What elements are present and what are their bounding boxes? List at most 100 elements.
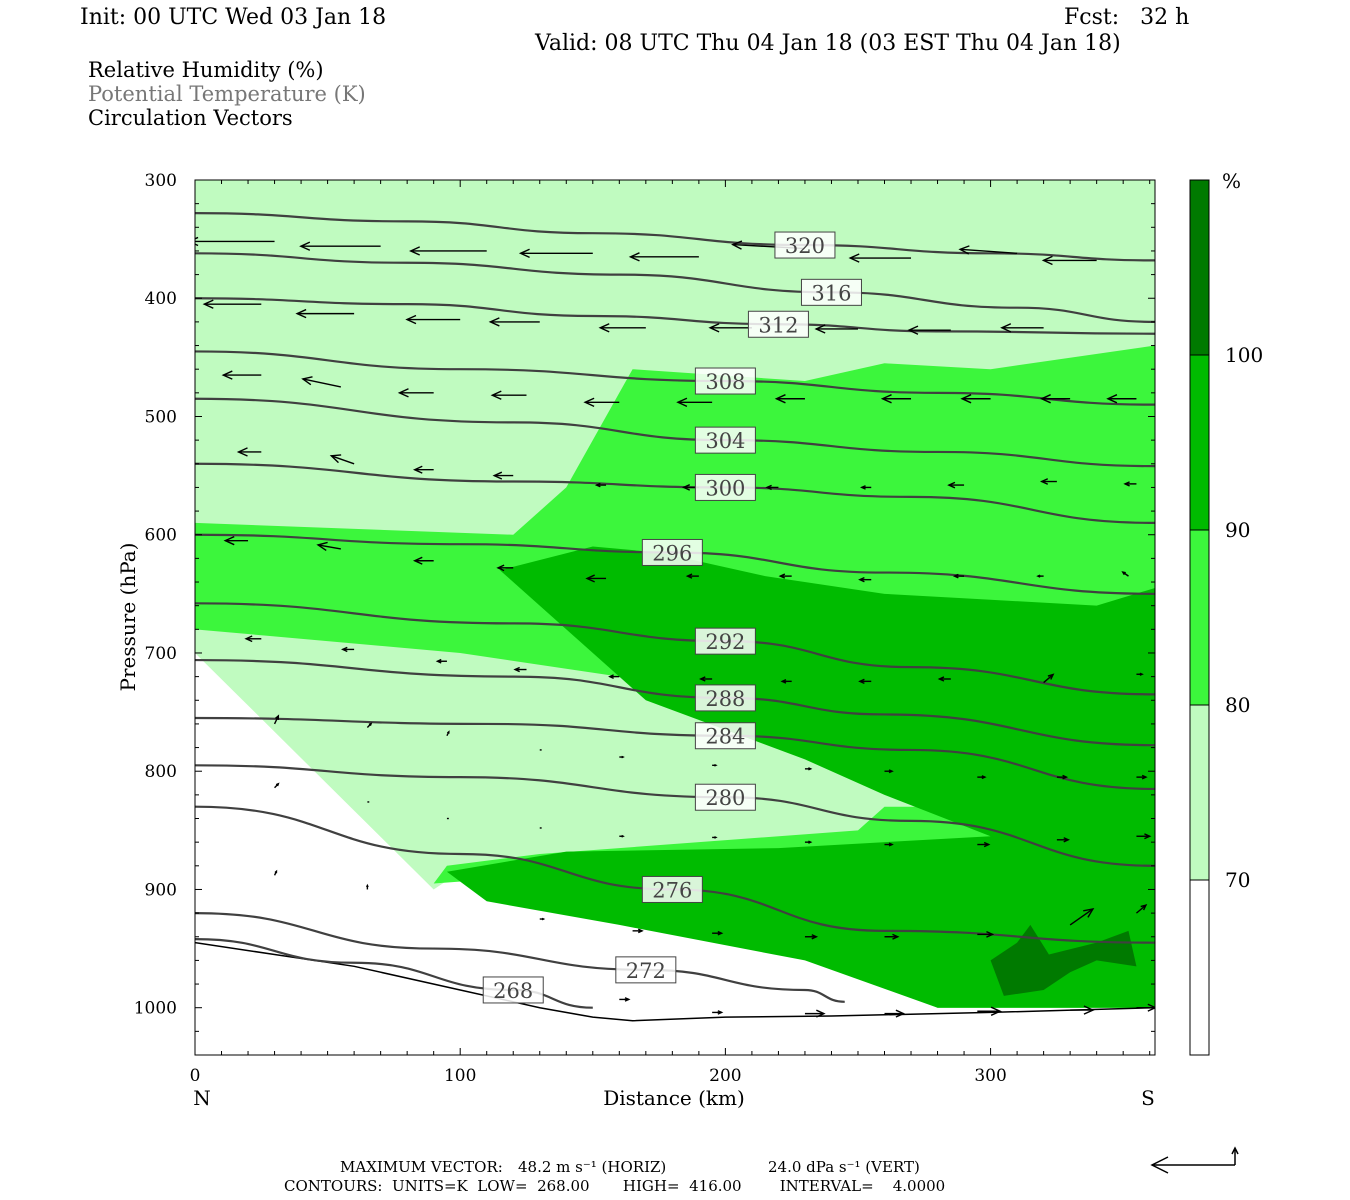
forecast-hour: Fcst: 32 h <box>1064 5 1190 30</box>
vector-81 <box>977 841 991 848</box>
vector-head <box>947 481 956 489</box>
vector-87 <box>632 928 644 934</box>
vector-head <box>1047 673 1055 680</box>
vector-head <box>624 997 631 1002</box>
vector-head <box>541 917 546 921</box>
vector-70 <box>977 775 987 780</box>
vector-83 <box>1136 833 1152 840</box>
vector-head <box>299 241 311 251</box>
vector-head <box>981 775 987 780</box>
vector-head <box>778 573 786 579</box>
theta-label-text: 312 <box>758 313 798 337</box>
theta-label-300: 300 <box>694 473 756 501</box>
theta-label-text: 304 <box>705 429 745 453</box>
theta-label-text: 276 <box>652 878 692 902</box>
vector-shaft <box>1135 904 1147 914</box>
vector-head <box>1140 904 1148 911</box>
vector-30 <box>329 454 355 465</box>
rh-region-90 <box>446 546 1155 1008</box>
vector-7 <box>958 245 1018 255</box>
vector-head <box>435 658 442 664</box>
vector-head <box>888 842 894 847</box>
theta-label-288: 288 <box>694 684 756 712</box>
max-vector-horiz: 48.2 m s⁻¹ (HORIZ) <box>518 1158 667 1176</box>
theta-label-text: 300 <box>705 476 745 500</box>
vector-10 <box>295 308 355 319</box>
vector-46 <box>778 573 792 579</box>
vector-68 <box>804 767 813 771</box>
vector-58 <box>858 678 872 685</box>
max-vector-label: MAXIMUM VECTOR: <box>340 1158 503 1176</box>
x-tick-label: 100 <box>444 1066 476 1086</box>
vector-48 <box>952 573 965 579</box>
theta-label-312: 312 <box>747 310 809 338</box>
vector-14 <box>708 323 752 333</box>
vector-head <box>301 376 313 386</box>
vector-head <box>937 676 945 682</box>
vector-36 <box>860 485 872 490</box>
vector-shaft <box>302 378 342 388</box>
vector-head <box>275 782 280 787</box>
vector-head <box>808 840 813 844</box>
colorbar-label: 100 <box>1225 343 1263 367</box>
theta-label-text: 292 <box>705 630 745 654</box>
vector-head <box>223 535 235 546</box>
vector-head <box>958 245 970 255</box>
vector-57 <box>780 679 792 684</box>
vector-head <box>676 397 688 407</box>
field-vectors: Circulation Vectors <box>88 106 293 130</box>
vector-head <box>892 933 900 940</box>
vector-33 <box>594 482 607 488</box>
vector-head <box>1083 1005 1095 1015</box>
vector-93 <box>1135 904 1148 914</box>
x-tick-label: 0 <box>190 1066 201 1086</box>
vector-11 <box>405 314 461 325</box>
vector-84 <box>273 869 278 876</box>
colorbar-segment <box>1189 529 1210 706</box>
vector-head <box>907 325 919 335</box>
vector-head <box>1147 1003 1155 1012</box>
vector-49 <box>1036 574 1044 578</box>
vector-head <box>295 308 307 319</box>
vector-37 <box>947 481 965 489</box>
vector-head <box>717 1010 724 1015</box>
vector-9 <box>202 299 262 309</box>
vector-72 <box>1136 774 1148 780</box>
vector-17 <box>1000 323 1044 333</box>
theta-label-box <box>800 278 862 306</box>
y-tick-label: 300 <box>145 171 177 191</box>
vector-head <box>986 931 995 938</box>
theta-label-280: 280 <box>694 783 756 811</box>
vector-head <box>405 314 417 325</box>
colorbar-segment <box>1189 354 1210 531</box>
vector-13 <box>598 323 646 333</box>
vector-head <box>397 388 409 398</box>
vector-head <box>518 248 530 258</box>
vector-45 <box>685 573 699 579</box>
x-tick-label: 200 <box>709 1066 741 1086</box>
vector-15 <box>814 324 858 334</box>
field-rh: Relative Humidity (%) <box>88 58 324 82</box>
theta-label-320: 320 <box>774 231 836 259</box>
vector-head <box>492 471 503 480</box>
vector-head <box>412 556 423 565</box>
vector-59 <box>937 676 951 682</box>
theta-label-text: 308 <box>705 370 745 394</box>
vector-head <box>983 841 991 848</box>
vector-head <box>774 394 786 404</box>
vector-head <box>274 714 280 720</box>
vector-41 <box>316 541 341 552</box>
theta-contour-268 <box>195 938 593 1009</box>
vector-head <box>1139 672 1144 676</box>
vector-head <box>236 447 248 457</box>
vector-8 <box>1041 255 1097 266</box>
vector-54 <box>513 666 527 673</box>
vector-head <box>1121 571 1126 576</box>
vector-head <box>221 370 233 380</box>
theta-label-text: 296 <box>652 541 692 565</box>
vector-40 <box>223 535 249 546</box>
theta-label-box <box>694 426 756 454</box>
field-theta: Potential Temperature (K) <box>88 82 366 106</box>
theta-contour-272 <box>195 912 845 1003</box>
